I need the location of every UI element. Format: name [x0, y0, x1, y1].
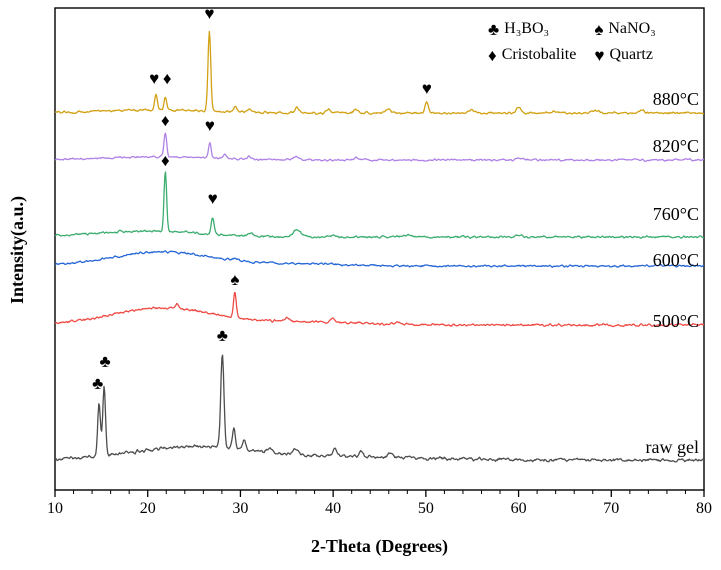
legend-item-quartz: ♥ Quartz — [594, 46, 655, 64]
series-label-raw-gel: raw gel — [645, 437, 699, 457]
peak-marker-500c: ♠ — [230, 270, 239, 289]
peak-marker-raw-gel: ♣ — [217, 326, 228, 345]
peak-marker-760c: ♥ — [208, 189, 218, 208]
legend-label-nano3: NaNO₃ — [608, 20, 656, 37]
club-icon: ♣ — [488, 19, 500, 39]
y-axis-label: Intensity(a.u.) — [7, 196, 27, 305]
plot-frame — [54, 7, 705, 491]
series-label-600c: 600°C — [652, 250, 699, 270]
xrd-trace-760c — [54, 171, 705, 239]
peak-marker-raw-gel: ♣ — [99, 352, 110, 371]
x-tick-label: 50 — [418, 500, 434, 517]
legend-item-nano3: ♠ NaNO₃ — [594, 20, 655, 38]
x-axis-label: 2-Theta (Degrees) — [310, 536, 449, 556]
peak-marker-880c: ♦ — [163, 69, 172, 88]
series-label-880c: 880°C — [652, 89, 699, 109]
peak-marker-820c: ♦ — [161, 111, 170, 130]
xrd-trace-500c — [54, 291, 705, 328]
xrd-trace-raw-gel — [55, 354, 705, 463]
series-label-760c: 760°C — [652, 204, 699, 224]
spade-icon: ♠ — [594, 19, 604, 39]
x-tick-label: 80 — [696, 500, 712, 517]
series-label-820c: 820°C — [652, 136, 699, 156]
legend: ♣ H₃BO₃ ♠ NaNO₃ ♦ Cristobalite ♥ Quartz — [488, 20, 656, 64]
x-tick-label: 70 — [603, 500, 619, 517]
peak-marker-raw-gel: ♣ — [92, 374, 103, 393]
x-tick-label: 30 — [232, 500, 248, 517]
x-tick-label: 20 — [140, 500, 156, 517]
peak-marker-880c: ♥ — [422, 79, 432, 98]
peak-marker-760c: ♦ — [161, 151, 170, 170]
x-tick-label: 40 — [325, 500, 341, 517]
x-tick-label: 10 — [47, 500, 63, 517]
xrd-trace-880c — [54, 30, 705, 115]
heart-icon: ♥ — [594, 45, 605, 65]
legend-label-h3bo3: H₃BO₃ — [504, 20, 550, 37]
legend-label-quartz: Quartz — [609, 46, 653, 63]
xrd-trace-600c — [54, 250, 704, 268]
legend-item-cristobalite: ♦ Cristobalite — [488, 46, 576, 64]
x-tick-label: 60 — [511, 500, 527, 517]
series-label-500c: 500°C — [652, 311, 699, 331]
peak-marker-880c: ♥ — [204, 4, 214, 23]
diamond-icon: ♦ — [488, 45, 497, 65]
legend-label-cristobalite: Cristobalite — [501, 46, 577, 63]
peak-marker-820c: ♥ — [205, 116, 215, 135]
xrd-trace-820c — [54, 132, 705, 162]
peak-marker-880c: ♥ — [149, 69, 159, 88]
legend-item-h3bo3: ♣ H₃BO₃ — [488, 20, 576, 38]
